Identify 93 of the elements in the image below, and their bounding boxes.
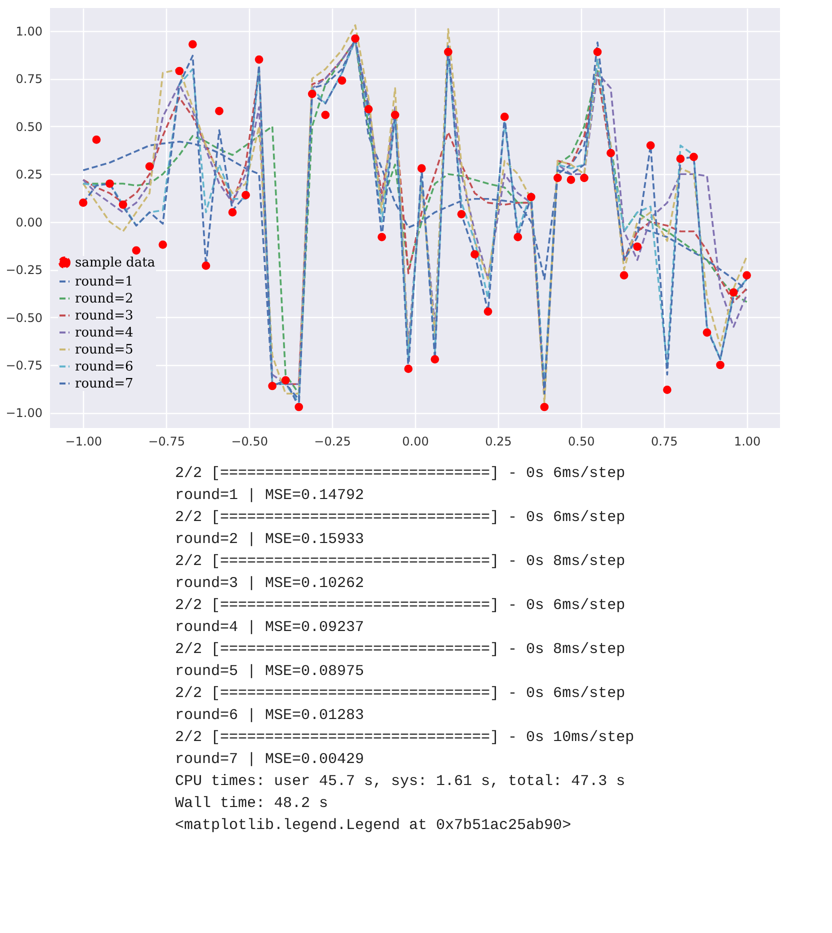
x-tick-label: 0.00: [402, 434, 429, 448]
point: [646, 141, 655, 150]
point: [716, 360, 724, 370]
y-tick-label: 1.00: [16, 24, 42, 38]
point: [106, 179, 114, 188]
point: [526, 192, 536, 202]
text: 2/2 [==============================] - 0s 6ms/step: [175, 597, 626, 614]
point: [378, 232, 386, 242]
point: [321, 110, 330, 120]
x-tick-label: 0.50: [568, 434, 595, 448]
y-tick-label: −1.00: [6, 406, 42, 420]
legend-label: sample data: [75, 256, 156, 270]
x-tick-label: 0.25: [485, 434, 512, 448]
point: [593, 48, 602, 56]
point: [500, 112, 509, 121]
point: [606, 148, 615, 158]
x-tick-label: −0.75: [148, 434, 186, 448]
point: [620, 271, 628, 280]
point: [484, 307, 492, 316]
point: [566, 176, 576, 184]
point: [663, 386, 672, 394]
point: [145, 162, 154, 171]
point: [338, 76, 346, 85]
point: [188, 40, 197, 48]
x-tick-label: 0.75: [651, 434, 678, 448]
legend-label: round=4: [75, 326, 134, 340]
y-tick-label: −0.75: [6, 358, 42, 372]
point: [729, 288, 738, 297]
point: [633, 242, 642, 251]
point: [444, 48, 452, 56]
point: [242, 190, 250, 200]
x-tick-label: −1.00: [65, 434, 102, 448]
text: round=2 | MSE=0.15933: [175, 531, 364, 548]
text: round=3 | MSE=0.10262: [175, 575, 364, 592]
point: [254, 55, 264, 64]
y-tick-label: 0.75: [16, 72, 42, 86]
point: [676, 154, 685, 163]
y-tick-label: −0.25: [6, 263, 42, 278]
legend-label: round=2: [75, 292, 134, 306]
point: [228, 208, 237, 216]
y-tick-label: −0.50: [6, 310, 42, 325]
legend-label: round=7: [75, 376, 134, 392]
point: [457, 210, 466, 218]
legend-label: round=3: [75, 308, 134, 324]
point: [132, 246, 140, 255]
text: round=1 | MSE=0.14792: [175, 487, 364, 504]
point: [281, 376, 290, 384]
text: round=7 | MSE=0.00429: [175, 751, 364, 768]
point: [390, 110, 400, 120]
y-tick-label: 0.50: [16, 120, 42, 134]
legend-label: round=1: [75, 274, 134, 290]
point: [702, 328, 712, 337]
point: [79, 198, 88, 207]
text: 2/2 [==============================] - 0s 6ms/step: [175, 465, 626, 482]
text: 2/2 [==============================] - 0s 8ms/step: [175, 641, 626, 658]
text: 2/2 [==============================] - 0s 6ms/step: [175, 509, 626, 526]
text: 2/2 [==============================] - 0s 6ms/step: [175, 685, 626, 702]
text: 2/2 [==============================] - 0s 8ms/step: [175, 553, 626, 570]
point: [690, 152, 698, 162]
point: [92, 136, 101, 144]
point: [215, 106, 224, 116]
point: [175, 66, 184, 76]
text: 2/2 [==============================] - 0s 10ms/step: [175, 729, 634, 746]
point: [404, 364, 413, 373]
point: [351, 34, 360, 43]
point: [417, 164, 426, 173]
point: [308, 90, 316, 98]
point: [470, 250, 479, 258]
legend-label: round=6: [75, 360, 134, 374]
x-tick-label: −0.25: [314, 434, 351, 448]
x-tick-label: −0.50: [231, 434, 268, 448]
y-tick-label: 0.00: [16, 215, 42, 230]
point: [540, 402, 549, 412]
point: [514, 232, 522, 242]
point: [742, 271, 751, 280]
point: [118, 200, 128, 209]
text: round=5 | MSE=0.08975: [175, 663, 364, 680]
point: [430, 355, 440, 364]
y-tick-label: 0.25: [16, 168, 42, 182]
point: [580, 174, 588, 182]
text: CPU times: user 45.7 s, sys: 1.61 s, total: 47.3 s: [175, 773, 626, 790]
point: [202, 262, 210, 270]
legend-label: round=5: [75, 342, 134, 358]
text: <matplotlib.legend.Legend at 0x7b51ac25ab90>: [175, 817, 572, 834]
x-tick-label: 1.00: [734, 434, 761, 448]
point: [268, 382, 276, 390]
point: [158, 240, 167, 249]
text: round=6 | MSE=0.01283: [175, 707, 364, 724]
text: round=4 | MSE=0.09237: [175, 619, 364, 636]
point: [554, 174, 562, 182]
point: [294, 402, 304, 412]
point: [364, 105, 373, 114]
text: Wall time: 48.2 s: [175, 795, 328, 812]
